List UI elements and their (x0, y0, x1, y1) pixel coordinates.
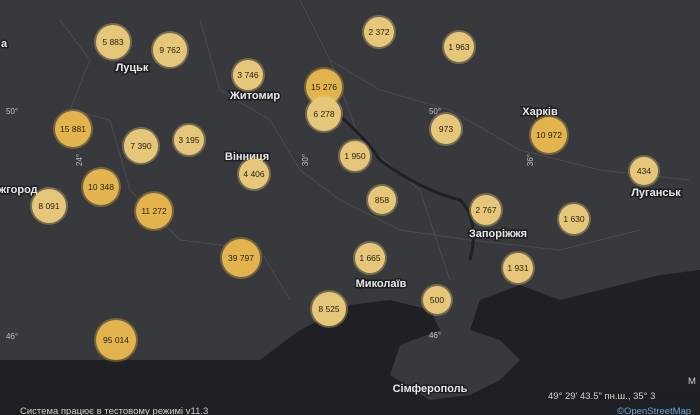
cluster-count: 1 630 (563, 214, 585, 224)
cluster[interactable] (96, 320, 136, 360)
city-label: Луганськ (631, 187, 681, 199)
sea (0, 270, 700, 415)
cluster[interactable] (423, 286, 451, 314)
cluster[interactable] (312, 292, 346, 326)
cluster-count: 1 665 (359, 253, 381, 263)
cluster[interactable] (153, 33, 187, 67)
cluster[interactable] (503, 253, 533, 283)
cluster-count: 11 272 (141, 206, 167, 216)
cluster[interactable] (96, 25, 130, 59)
cluster-count: 7 390 (130, 141, 152, 151)
cluster-count: 973 (439, 124, 453, 134)
cluster[interactable] (471, 195, 501, 225)
city-label: Миколаїв (356, 278, 407, 290)
cluster[interactable] (364, 17, 394, 47)
cluster[interactable] (174, 125, 204, 155)
cluster-count: 8 525 (318, 304, 340, 314)
grid-label: 50° (429, 107, 441, 116)
land (0, 0, 700, 400)
cluster[interactable] (55, 111, 91, 147)
cluster-count: 500 (430, 295, 444, 305)
cluster[interactable] (340, 141, 370, 171)
cluster-count: 39 797 (228, 253, 254, 263)
cluster-count: 2 372 (368, 27, 390, 37)
cluster-count: 15 881 (60, 124, 86, 134)
cluster[interactable] (222, 239, 260, 277)
cluster-count: 6 278 (313, 109, 335, 119)
grid-label: 36° (526, 154, 535, 166)
cluster[interactable] (307, 97, 341, 131)
cluster-count: 1 963 (448, 42, 470, 52)
cluster-count: 10 972 (536, 130, 562, 140)
cluster-count: 434 (637, 166, 651, 176)
grid-label: 46° (429, 331, 441, 340)
cluster[interactable] (136, 193, 172, 229)
city-label: Житомир (229, 90, 280, 102)
cluster-count: 95 014 (103, 335, 129, 345)
cluster-count: 8 091 (38, 201, 60, 211)
city-label: жгород (0, 184, 38, 196)
cluster[interactable] (239, 159, 269, 189)
cluster-count: 3 746 (237, 70, 259, 80)
cluster[interactable] (431, 114, 461, 144)
cluster[interactable] (355, 243, 385, 273)
cluster-count: 2 767 (475, 205, 497, 215)
city-label: Харків (522, 106, 558, 118)
cluster-count: 15 276 (311, 82, 337, 92)
cluster[interactable] (124, 129, 158, 163)
city-label: Сімферополь (393, 383, 468, 395)
grid-label: 50° (6, 107, 18, 116)
edge-label: М (688, 376, 696, 387)
coord-bg (545, 389, 700, 402)
cluster-count: 4 406 (243, 169, 265, 179)
cluster[interactable] (531, 117, 567, 153)
status: Система працює в тестовому режимі v11.3 (20, 406, 208, 415)
cluster[interactable] (559, 204, 589, 234)
cluster-count: 1 950 (344, 151, 366, 161)
grid-label: 24° (75, 154, 84, 166)
coordinates: 49° 29' 43.5" пн.ш., 35° 3 (548, 391, 655, 402)
cluster[interactable] (233, 60, 263, 90)
city-label: Луцьк (116, 62, 149, 74)
cluster[interactable] (444, 32, 474, 62)
cluster[interactable] (306, 69, 342, 105)
cluster-count: 858 (375, 195, 389, 205)
cluster-count: 1 931 (507, 263, 529, 273)
grid-label: 30° (301, 154, 310, 166)
river (319, 98, 475, 261)
attribution: ©OpenStreetMap (617, 406, 691, 415)
cluster[interactable] (32, 189, 66, 223)
cluster-count: 9 762 (159, 45, 181, 55)
grid-label: 46° (6, 332, 18, 341)
city-label: Запоріжжя (469, 228, 527, 240)
cluster[interactable] (630, 157, 658, 185)
cluster[interactable] (83, 169, 119, 205)
cluster-count: 3 195 (178, 135, 200, 145)
edge-label: а (1, 38, 8, 50)
cluster[interactable] (368, 186, 396, 214)
cluster-count: 10 348 (88, 182, 114, 192)
cluster-count: 5 883 (102, 37, 124, 47)
